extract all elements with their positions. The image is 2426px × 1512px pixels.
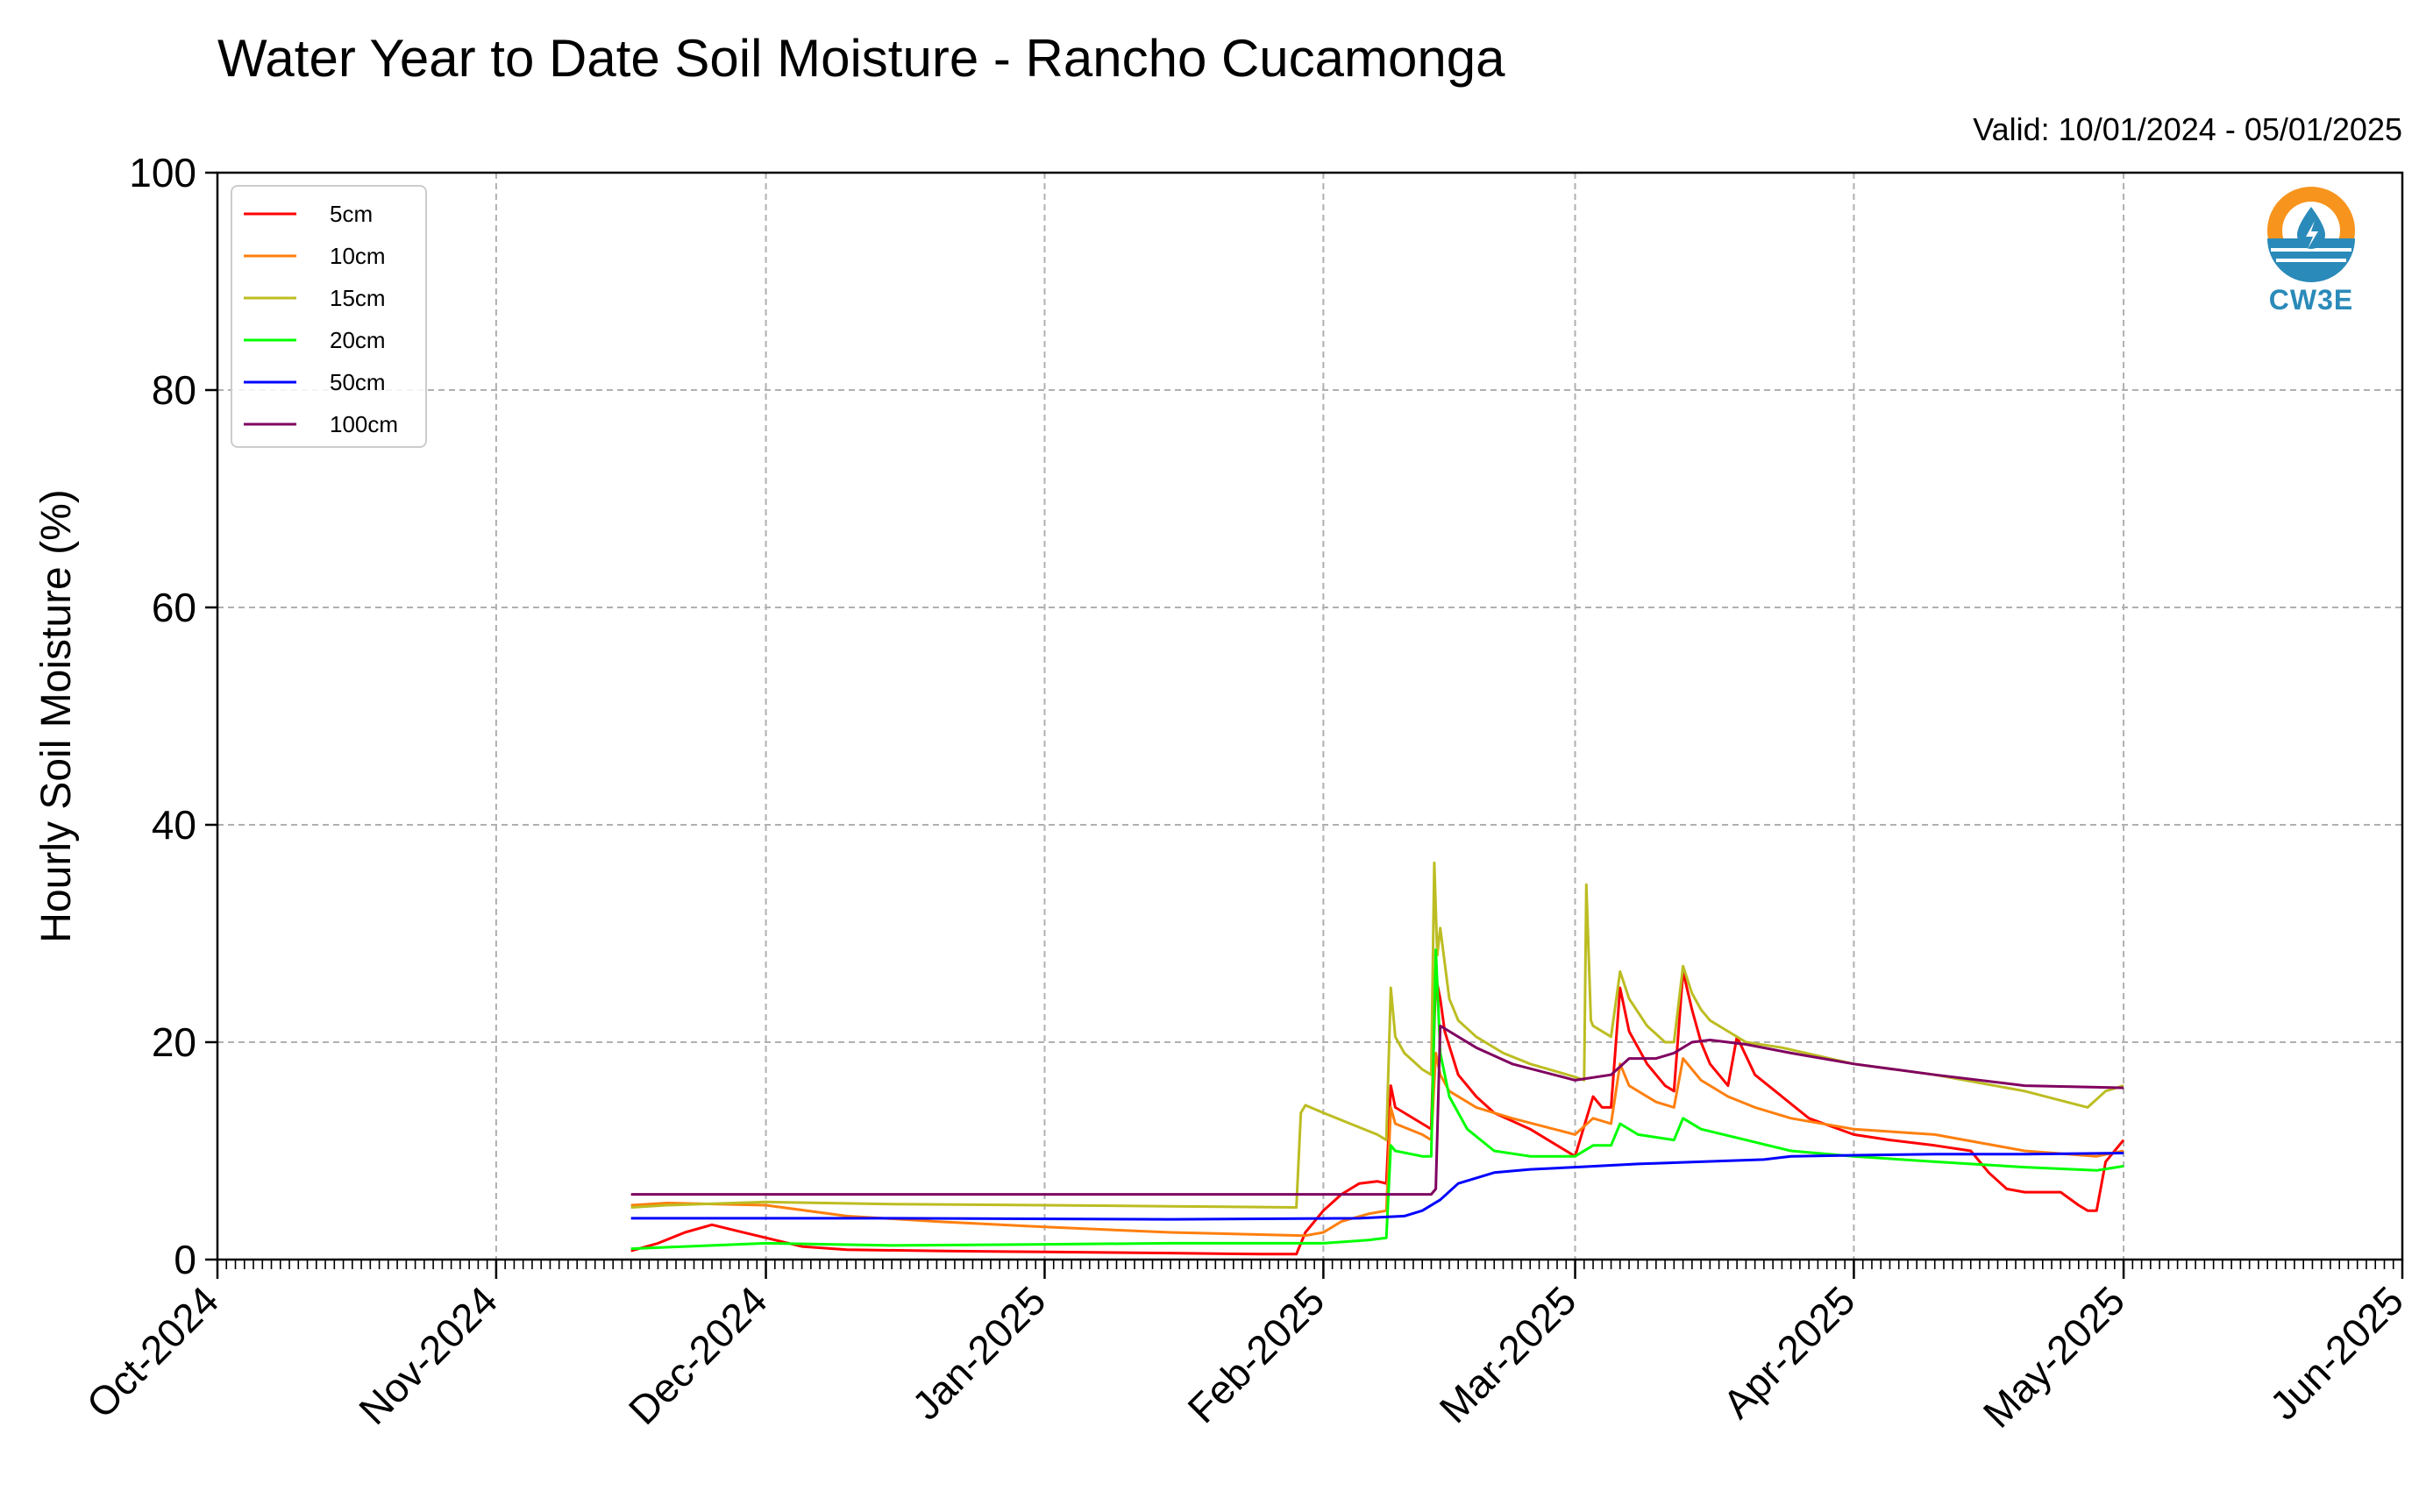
legend-label: 20cm [330, 327, 386, 353]
legend-box [231, 185, 427, 448]
y-tick-label: 100 [129, 150, 196, 195]
y-tick-label: 20 [152, 1019, 196, 1065]
y-axis-label: Hourly Soil Moisture (%) [33, 489, 80, 942]
legend-label: 50cm [330, 369, 386, 395]
legend-label: 100cm [330, 411, 398, 437]
y-tick-label: 80 [152, 367, 196, 413]
legend-label: 5cm [330, 201, 373, 227]
legend-label: 10cm [330, 243, 386, 269]
series-line-15cm [630, 861, 2124, 1209]
valid-date-range: Valid: 10/01/2024 - 05/01/2025 [1973, 111, 2402, 147]
y-tick-label: 0 [174, 1237, 196, 1282]
lightning-icon [2306, 221, 2318, 249]
series-line-50cm [630, 1152, 2124, 1221]
series-line-20cm [630, 948, 2124, 1251]
y-tick-label: 60 [152, 585, 196, 630]
legend: 5cm 10cm 15cm 20cm 50cm 100cm [231, 185, 427, 448]
series-line-100cm [630, 1024, 2124, 1196]
logo-text: CW3E [2269, 284, 2353, 316]
series-lines [630, 861, 2125, 1256]
y-axis: 0 20 40 60 80 100 [129, 150, 217, 1282]
plot-frame [216, 171, 2404, 1261]
cw3e-logo: CW3E [2267, 187, 2355, 316]
y-tick-label: 40 [152, 802, 196, 848]
series-line-5cm [630, 969, 2125, 1256]
gridlines [217, 173, 2402, 1260]
legend-label: 15cm [330, 285, 386, 311]
chart-title: Water Year to Date Soil Moisture - Ranch… [217, 29, 1505, 88]
